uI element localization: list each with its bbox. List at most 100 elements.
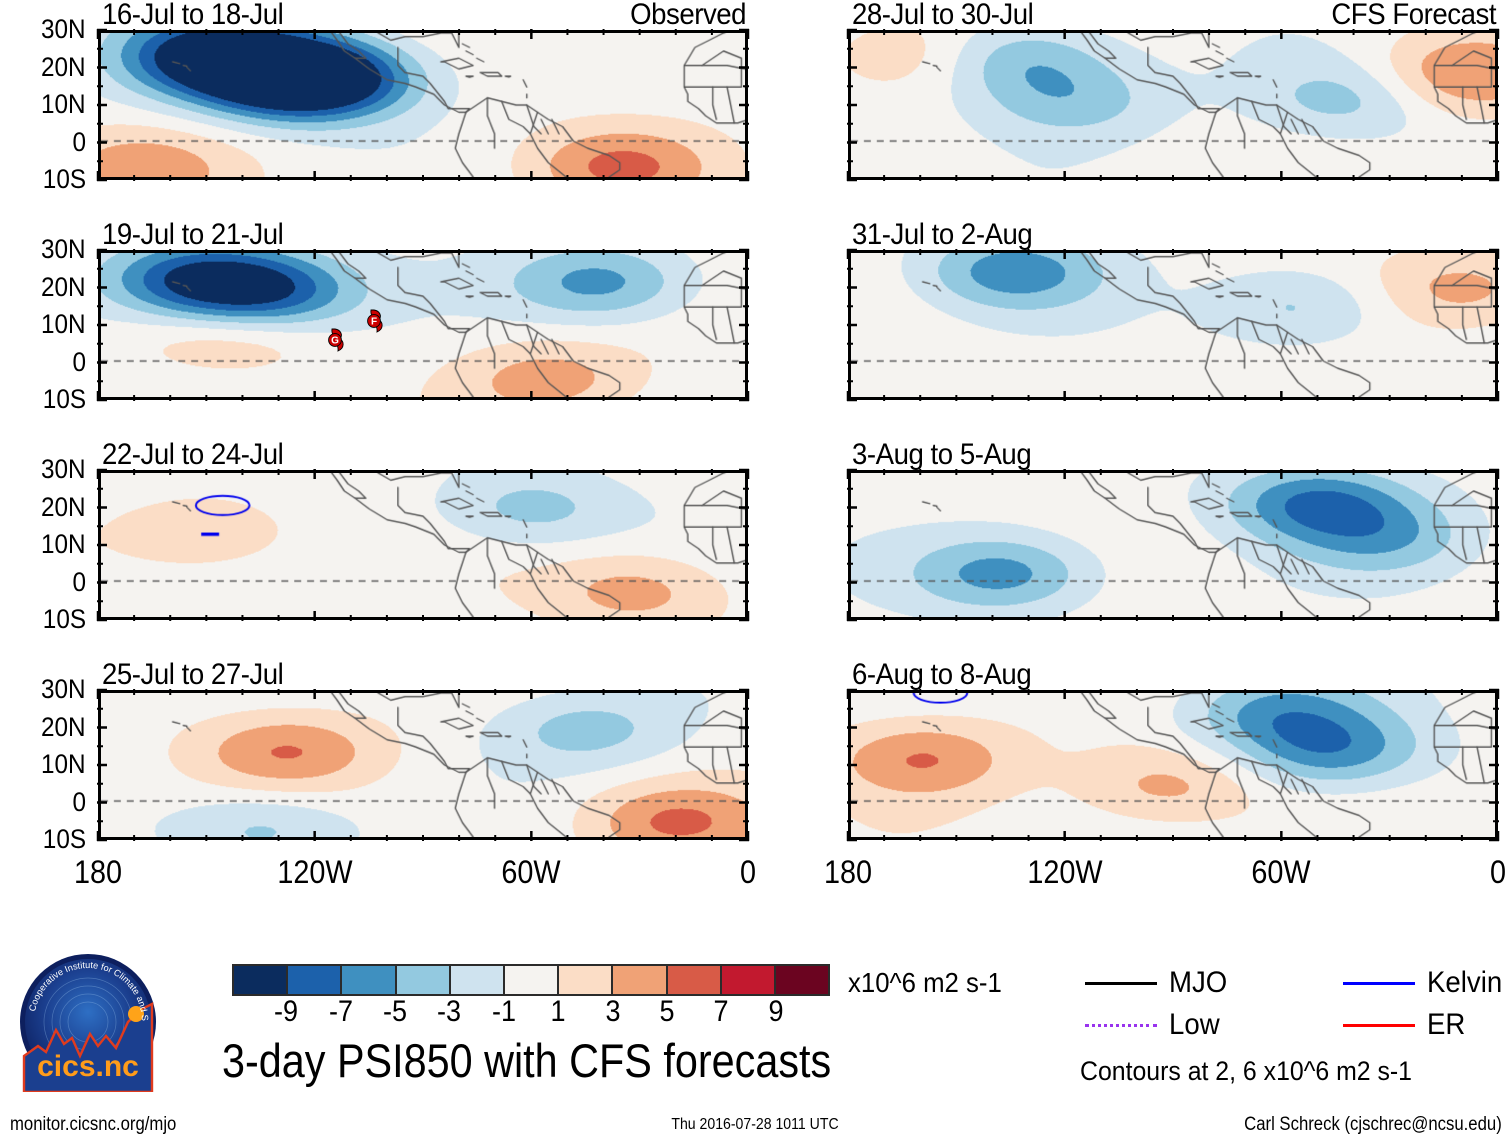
colorbar-segment <box>288 966 343 994</box>
anomaly-field <box>101 693 745 837</box>
anomaly-field <box>101 33 745 177</box>
legend-line-swatch <box>1343 1023 1415 1027</box>
x-tick-label: 60W <box>1251 854 1311 890</box>
y-tick-label: 20N <box>41 271 86 302</box>
x-tick-label: 120W <box>1027 854 1103 890</box>
y-tick-label: 20N <box>41 711 86 742</box>
footer-timestamp: Thu 2016-07-28 1011 UTC <box>671 1116 839 1133</box>
cics-nc-logo: Cooperative Institute for Climate and Sa… <box>15 944 158 1094</box>
y-tick-label: 10S <box>42 164 86 194</box>
colorbar-tick-label: -3 <box>437 995 462 1028</box>
anomaly-field <box>851 253 1495 397</box>
y-tick-label: 10S <box>42 824 86 854</box>
legend-line-swatch <box>1085 981 1157 985</box>
legend-item-kelvin-x2: Kelvin x2 <box>1343 968 1510 998</box>
x-tick-label: 120W <box>277 854 353 890</box>
legend-item-er: ER <box>1343 1010 1469 1040</box>
y-axis-labels-row-1: 30N 20N 10N 0 10S <box>8 16 86 193</box>
x-tick-label: 180 <box>73 854 123 890</box>
anomaly-field <box>851 33 1495 177</box>
panel-title: 25-Jul to 27-Jul <box>102 658 284 691</box>
legend-item-mjo: MJO <box>1085 968 1232 998</box>
y-tick-label: 30N <box>41 234 86 264</box>
map-frame <box>848 470 1498 620</box>
main-title: 3-day PSI850 with CFS forecasts <box>222 1034 832 1087</box>
y-tick-label: 30N <box>41 14 86 44</box>
panel-title: 31-Jul to 2-Aug <box>852 218 1033 251</box>
colorbar-tick-labels: -9 -7 -5 -3 -1 1 3 5 7 9 <box>232 996 830 1030</box>
anomaly-field <box>101 253 745 397</box>
colorbar-segment <box>559 966 614 994</box>
y-tick-label: 20N <box>41 51 86 82</box>
y-tick-label: 10N <box>41 309 86 339</box>
y-tick-label: 10N <box>41 89 86 119</box>
panel-title: 16-Jul to 18-Jul <box>102 0 284 31</box>
y-tick-label: 10S <box>42 604 86 634</box>
map-frame <box>98 690 748 840</box>
legend-line-swatch <box>1343 981 1415 985</box>
colorbar-tick-label: -5 <box>383 995 408 1028</box>
legend-label: ER <box>1427 1008 1466 1041</box>
svg-text:cics.nc: cics.nc <box>37 1050 139 1083</box>
svg-text:F: F <box>371 316 377 327</box>
colorbar-units-label: x10^6 m2 s-1 <box>848 967 1002 998</box>
y-axis-labels-row-2: 30N 20N 10N 0 10S <box>8 236 86 413</box>
map-panel-2: 19-Jul to 21-Jul <box>96 220 750 402</box>
colorbar-tick-label: -1 <box>491 995 516 1028</box>
footer-link[interactable]: monitor.cicsnc.org/mjo <box>10 1114 177 1135</box>
colorbar-segment <box>775 966 829 994</box>
y-tick-label: 0 <box>72 786 86 817</box>
colorbar-segment <box>667 966 722 994</box>
panel-title: 19-Jul to 21-Jul <box>102 218 284 251</box>
column-header-observed: Observed <box>630 0 746 31</box>
map-frame <box>98 30 748 180</box>
storm-marker-g: G <box>322 327 348 353</box>
map-panel-7: 3-Aug to 5-Aug <box>846 440 1500 622</box>
panel-title: 28-Jul to 30-Jul <box>852 0 1034 31</box>
panel-title: 6-Aug to 8-Aug <box>852 658 1032 691</box>
legend-item-low: Low <box>1085 1010 1224 1040</box>
y-tick-label: 0 <box>72 126 86 157</box>
y-tick-label: 30N <box>41 674 86 704</box>
map-panel-5: 28-Jul to 30-Jul CFS Forecast <box>846 0 1500 182</box>
colorbar-tick-label: 3 <box>605 995 621 1028</box>
map-panel-1: 16-Jul to 18-Jul Observed <box>96 0 750 182</box>
y-axis-labels-row-4: 30N 20N 10N 0 10S <box>8 676 86 853</box>
colorbar-segment <box>721 966 776 994</box>
map-frame <box>98 470 748 620</box>
y-tick-label: 10N <box>41 529 86 559</box>
colorbar-segment <box>613 966 668 994</box>
anomaly-field <box>101 473 745 617</box>
legend-label: Kelvin x2 <box>1427 966 1510 999</box>
column-header-forecast: CFS Forecast <box>1331 0 1496 31</box>
anomaly-field <box>851 693 1495 837</box>
panel-title: 22-Jul to 24-Jul <box>102 438 284 471</box>
colorbar-segment <box>396 966 451 994</box>
legend-label: Low <box>1169 1008 1220 1041</box>
colorbar-tick-label: 7 <box>713 995 729 1028</box>
y-tick-label: 10S <box>42 384 86 414</box>
colorbar-tick-label: 9 <box>768 995 784 1028</box>
colorbar-segment <box>450 966 505 994</box>
map-panel-6: 31-Jul to 2-Aug <box>846 220 1500 402</box>
x-tick-label: 180 <box>823 854 873 890</box>
colorbar-segment <box>342 966 397 994</box>
colorbar-tick-label: -9 <box>274 995 299 1028</box>
storm-marker-f: F <box>361 308 387 334</box>
map-panel-8: 6-Aug to 8-Aug <box>846 660 1500 842</box>
anomaly-field <box>851 473 1495 617</box>
svg-text:G: G <box>331 336 339 347</box>
y-tick-label: 0 <box>72 346 86 377</box>
colorbar-tick-label: -7 <box>328 995 353 1028</box>
y-tick-label: 30N <box>41 454 86 484</box>
legend-contour-note: Contours at 2, 6 x10^6 m2 s-1 <box>1080 1056 1412 1086</box>
colorbar: -9 -7 -5 -3 -1 1 3 5 7 9 <box>232 964 830 1030</box>
legend-line-swatch <box>1085 1023 1157 1027</box>
y-tick-label: 0 <box>72 566 86 597</box>
y-tick-label: 10N <box>41 749 86 779</box>
map-frame <box>98 250 748 400</box>
footer-author: Carl Schreck (cjschrec@ncsu.edu) <box>1244 1114 1502 1135</box>
map-panel-3: 22-Jul to 24-Jul <box>96 440 750 622</box>
map-panel-4: 25-Jul to 27-Jul <box>96 660 750 842</box>
